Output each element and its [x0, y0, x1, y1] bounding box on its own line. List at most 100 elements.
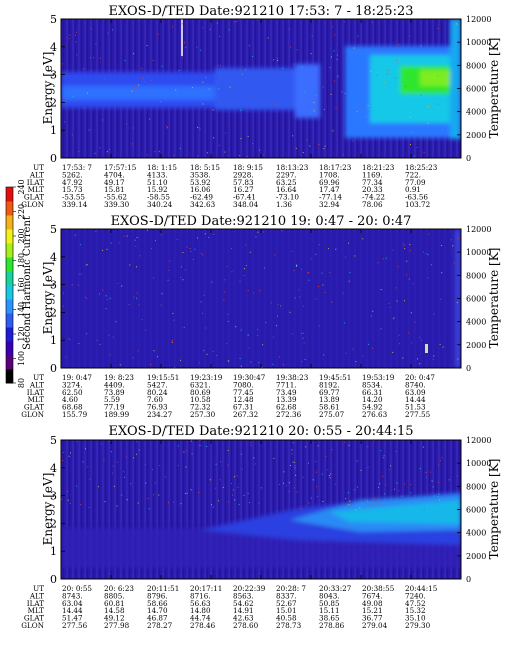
noise-dot: [168, 269, 170, 271]
orbit-cell: 18: 1:15: [147, 163, 177, 172]
y-tick-label: 2: [50, 306, 57, 319]
y2-tick-label: 2000: [466, 552, 486, 561]
noise-dot: [385, 257, 387, 259]
noise-dot: [123, 471, 125, 473]
orbit-cell: 1708.: [319, 170, 340, 179]
orbit-cell: 80.69: [190, 388, 211, 397]
noise-dot: [213, 137, 215, 139]
y2-tick-label: 8000: [466, 482, 486, 491]
orbit-row-label: ILAT: [27, 599, 44, 608]
noise-dot: [293, 487, 295, 489]
noise-dot: [296, 49, 298, 51]
noise-dot: [237, 486, 239, 488]
noise-dot: [230, 482, 232, 484]
noise-dot: [224, 279, 226, 281]
noise-dot: [329, 272, 331, 274]
noise-dot: [84, 448, 86, 450]
noise-dot: [164, 476, 166, 478]
noise-dot: [79, 273, 81, 275]
orbit-cell: 19:45:51: [319, 373, 351, 382]
noise-dot: [239, 70, 241, 72]
noise-dot: [238, 504, 240, 506]
noise-dot: [278, 356, 280, 358]
orbit-cell: 7.60: [147, 395, 163, 404]
noise-dot: [234, 21, 236, 23]
noise-dot: [398, 490, 400, 492]
noise-dot: [78, 284, 80, 286]
orbit-cell: 348.04: [233, 200, 259, 209]
noise-dot: [349, 272, 351, 274]
noise-dot: [157, 33, 159, 35]
noise-dot: [409, 98, 411, 100]
noise-dot: [315, 114, 317, 116]
orbit-cell: 15.92: [147, 185, 168, 194]
noise-dot: [416, 146, 418, 148]
noise-dot: [82, 461, 84, 463]
panel-2-title: EXOS-D/TED Date:921210 19: 0:47 - 20: 0:…: [111, 214, 412, 229]
noise-dot: [342, 292, 344, 294]
noise-dot: [420, 94, 422, 96]
noise-dot: [86, 264, 88, 266]
noise-dot: [142, 77, 144, 79]
noise-dot: [394, 104, 396, 106]
orbit-cell: 35.10: [405, 614, 426, 623]
noise-dot: [63, 292, 65, 294]
noise-dot: [309, 145, 311, 147]
noise-dot: [202, 103, 204, 105]
noise-dot: [285, 485, 287, 487]
panel-1: EXOS-D/TED Date:921210 17:53: 7 - 18:25:…: [21, 4, 501, 209]
orbit-row-label: GLAT: [24, 193, 44, 202]
noise-dot: [442, 129, 444, 131]
noise-dot: [112, 465, 114, 467]
noise-dot: [383, 457, 385, 459]
panel-2-y2label: Temperature [K]: [487, 248, 501, 349]
noise-dot: [125, 123, 127, 125]
noise-dot: [276, 57, 278, 59]
noise-dot: [245, 244, 247, 246]
noise-dot: [345, 352, 347, 354]
noise-dot: [249, 502, 251, 504]
noise-dot: [129, 264, 131, 266]
noise-dot: [189, 247, 191, 249]
noise-dot: [241, 468, 243, 470]
noise-dot: [432, 480, 434, 482]
noise-dot: [383, 82, 385, 84]
noise-dot: [89, 478, 91, 480]
noise-dot: [136, 297, 138, 299]
noise-dot: [425, 504, 427, 506]
noise-dot: [198, 362, 200, 364]
noise-dot: [148, 508, 150, 510]
noise-dot: [117, 282, 119, 284]
noise-dot: [253, 292, 255, 294]
noise-dot: [243, 268, 245, 270]
panel-3-noise-dots: [61, 440, 461, 511]
noise-dot: [311, 35, 313, 37]
noise-dot: [202, 254, 204, 256]
noise-dot: [128, 303, 130, 305]
y-tick-label: 5: [50, 223, 57, 236]
noise-dot: [281, 230, 283, 232]
orbit-cell: 53.92: [190, 178, 211, 187]
panel-3-orbit-table: UT 20: 0:55 20: 6:23 20:11:51 20:17:11 20:22:…: [21, 584, 437, 630]
noise-dot: [177, 464, 179, 466]
noise-dot: [402, 357, 404, 359]
colorbar-tick-label: 120: [17, 326, 26, 341]
noise-dot: [243, 494, 245, 496]
noise-dot: [441, 244, 443, 246]
noise-dot: [197, 155, 199, 157]
noise-dot: [307, 462, 309, 464]
noise-dot: [305, 446, 307, 448]
noise-dot: [355, 361, 357, 363]
noise-dot: [173, 154, 175, 156]
noise-dot: [289, 311, 291, 313]
noise-dot: [410, 312, 412, 314]
noise-dot: [330, 56, 332, 58]
noise-dot: [433, 355, 435, 357]
orbit-row-label: ALT: [29, 380, 44, 389]
noise-dot: [247, 289, 249, 291]
noise-dot: [378, 502, 380, 504]
noise-dot: [200, 301, 202, 303]
noise-dot: [414, 321, 416, 323]
noise-dot: [450, 239, 452, 241]
orbit-cell: 257.30: [190, 410, 216, 419]
